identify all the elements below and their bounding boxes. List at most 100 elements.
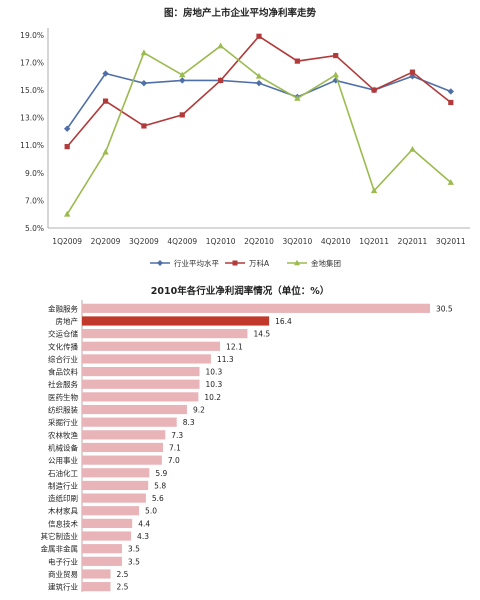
bar-value-label: 7.1 xyxy=(169,443,181,452)
bar-series-group: 金融服务 30.5 房地产 16.4 交运仓储 14.5 文化传播 12.1 综合行业 11.3 食… xyxy=(41,303,453,591)
data-point-marker xyxy=(64,144,70,150)
x-tick-label: 1Q2009 xyxy=(52,237,82,246)
series-line xyxy=(66,44,452,215)
data-point-marker xyxy=(447,179,455,185)
x-tick-label: 3Q2010 xyxy=(282,237,312,246)
data-point-marker xyxy=(217,42,224,49)
bar-value-label: 5.0 xyxy=(145,507,157,516)
bar-value-label: 5.9 xyxy=(155,469,167,478)
bar xyxy=(82,480,149,491)
line-series-group xyxy=(63,33,455,217)
data-point-marker xyxy=(141,123,147,129)
bar-category-label: 金融服务 xyxy=(48,303,78,313)
x-tick-label: 2Q2010 xyxy=(244,237,274,246)
data-point-marker xyxy=(371,87,377,93)
bar-category-label: 纺织服装 xyxy=(48,405,78,415)
bar-category-label: 文化传播 xyxy=(48,341,78,351)
bar-category-label: 建筑行业 xyxy=(48,582,78,592)
bar-category-label: 金属非金属 xyxy=(41,544,79,554)
legend-marker xyxy=(232,260,238,266)
x-tick-label: 1Q2010 xyxy=(206,237,236,246)
bar-category-label: 信息技术 xyxy=(48,518,78,528)
x-tick-label: 3Q2011 xyxy=(436,237,466,246)
bar-category-label: 木材家具 xyxy=(48,506,78,516)
bar-category-label: 商业贸易 xyxy=(48,569,78,579)
data-point-marker xyxy=(333,52,339,59)
bar xyxy=(82,442,164,453)
bar-category-label: 公用事业 xyxy=(48,455,78,465)
bar-category-label: 农林牧渔 xyxy=(48,430,78,440)
y-tick-label: 5.0% xyxy=(25,224,44,233)
data-point-marker xyxy=(63,125,71,132)
bar xyxy=(82,303,430,313)
data-point-marker xyxy=(447,88,455,95)
bar-chart-title: 2010年各行业净利润率情况（单位：%） xyxy=(151,285,329,297)
bar xyxy=(82,493,146,503)
bar-value-label: 10.2 xyxy=(204,393,221,402)
x-axis-ticks: 1Q2009 2Q2009 3Q2009 4Q2009 1Q2010 2Q2010 3Q20… xyxy=(52,237,466,246)
x-tick-label: 3Q2009 xyxy=(129,237,159,246)
bar xyxy=(82,417,177,427)
series-line xyxy=(66,35,452,148)
legend-marker xyxy=(157,260,163,266)
data-point-marker xyxy=(256,33,262,39)
y-tick-label: 7.0% xyxy=(25,196,44,205)
bar-category-label: 食品饮料 xyxy=(48,367,78,377)
data-point-marker xyxy=(179,71,186,78)
y-tick-label: 11.0% xyxy=(20,141,44,150)
bar-category-label: 制造行业 xyxy=(48,480,78,490)
x-tick-label: 2Q2009 xyxy=(91,237,121,246)
data-point-marker xyxy=(179,77,186,84)
line-chart-legend: 行业平均水平 万科A 金地集团 xyxy=(150,258,341,268)
bar xyxy=(82,582,111,592)
data-point-marker xyxy=(102,148,109,155)
bar-category-label: 交运仓储 xyxy=(48,329,78,339)
bar-category-label: 电子行业 xyxy=(48,556,78,566)
x-tick-label: 1Q2011 xyxy=(359,237,389,246)
data-point-marker xyxy=(294,94,301,101)
bar xyxy=(82,506,140,516)
data-point-marker xyxy=(255,79,263,87)
bar xyxy=(82,379,200,389)
data-point-marker xyxy=(332,71,339,78)
bar-category-label: 机械设备 xyxy=(48,442,78,452)
bar-value-label: 7.0 xyxy=(168,456,180,465)
bar-value-label: 30.5 xyxy=(436,304,453,313)
data-point-marker xyxy=(140,79,148,87)
bar xyxy=(82,518,133,528)
bar-category-label: 石油化工 xyxy=(48,468,78,478)
bar-value-label: 10.3 xyxy=(206,368,223,377)
bar xyxy=(82,569,111,579)
bar-value-label: 16.4 xyxy=(275,317,292,326)
data-point-marker xyxy=(102,98,109,104)
x-tick-label: 4Q2009 xyxy=(167,237,197,246)
bar xyxy=(82,430,166,440)
bar-category-label: 造纸印刷 xyxy=(48,493,78,503)
y-tick-label: 17.0% xyxy=(20,58,44,67)
legend-label: 万科A xyxy=(249,258,270,268)
line-chart-title: 图：房地产上市企业平均净利率走势 xyxy=(164,7,317,19)
bar-value-label: 3.5 xyxy=(128,557,140,566)
legend-marker xyxy=(294,259,300,266)
bar-category-label: 房地产 xyxy=(56,316,79,326)
bar-value-label: 4.4 xyxy=(138,519,150,528)
bar-value-label: 3.5 xyxy=(128,545,140,554)
bar-category-label: 采掘行业 xyxy=(48,417,78,427)
bar-value-label: 7.3 xyxy=(171,431,183,440)
bar-category-label: 其它制造业 xyxy=(41,531,79,541)
bar xyxy=(82,366,200,377)
bar-value-label: 4.3 xyxy=(137,532,149,541)
bar xyxy=(82,316,270,326)
legend-label: 金地集团 xyxy=(311,258,341,268)
bar-value-label: 12.1 xyxy=(226,342,243,351)
bar-value-label: 5.6 xyxy=(152,494,164,503)
bar xyxy=(82,455,162,465)
data-point-marker xyxy=(409,69,416,75)
data-point-marker xyxy=(448,99,454,106)
bar-value-label: 2.5 xyxy=(117,570,129,579)
industry-net-margin-bar-chart: 2010年各行业净利润率情况（单位：%） 金融服务 30.5 房地产 16.4 交运仓储… xyxy=(41,285,453,592)
bar-value-label: 14.5 xyxy=(253,330,270,339)
data-point-marker xyxy=(63,210,71,217)
bar-value-label: 5.8 xyxy=(154,481,166,490)
bar-value-label: 10.3 xyxy=(206,380,223,389)
